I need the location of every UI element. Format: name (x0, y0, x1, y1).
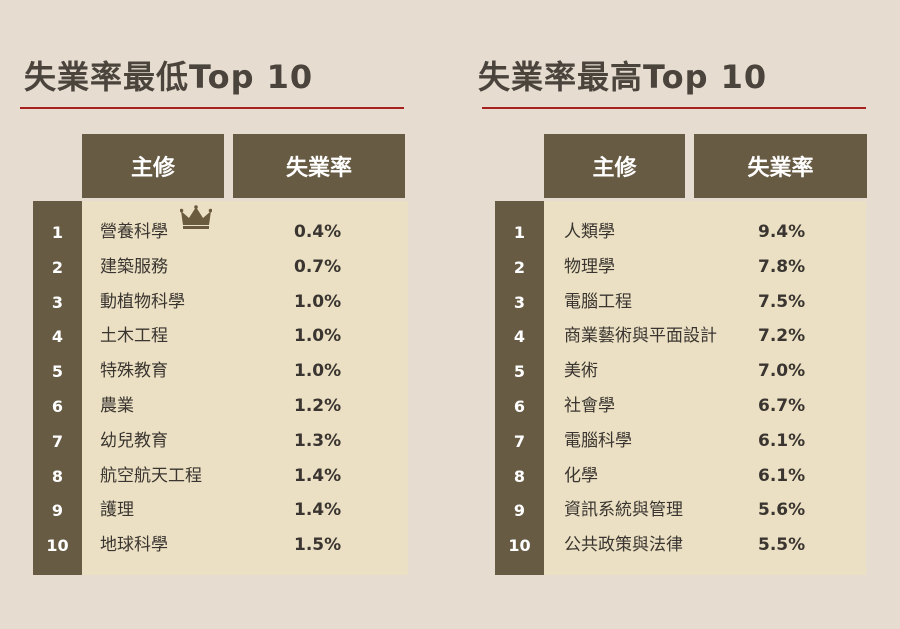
major-name: 營養科學 (100, 222, 168, 242)
rank-number: 2 (51, 257, 64, 277)
unemployment-rate: 6.7% (758, 396, 806, 416)
unemployment-rate: 1.0% (294, 291, 342, 312)
unemployment-rate: 5.5% (758, 535, 806, 556)
rank-number: 5 (51, 362, 64, 382)
unemployment-rate: 5.6% (758, 500, 806, 521)
unemployment-rate: 1.2% (294, 396, 342, 416)
table-row: 7 電腦科學 6.1% (450, 424, 900, 459)
major-name: 土木工程 (100, 326, 168, 347)
unemployment-rate: 0.7% (294, 256, 342, 277)
rank-number: 2 (513, 257, 526, 277)
lowest-unemployment-panel: 失業率最低Top 10 主修 失業率 1 營養科學 0.4% 2 建築服務 0.7% 3 動植… (0, 58, 450, 575)
table-body (82, 201, 408, 575)
major-name: 美術 (564, 361, 598, 382)
unemployment-rate: 1.3% (294, 430, 342, 451)
rank-number: 6 (513, 397, 526, 416)
major-name: 地球科學 (100, 535, 168, 556)
major-name: 護理 (100, 500, 134, 521)
header-major: 主修 (82, 134, 224, 198)
major-name: 特殊教育 (100, 361, 168, 382)
unemployment-rate: 7.8% (758, 256, 806, 277)
major-name: 物理學 (564, 256, 615, 277)
table-row: 1 營養科學 0.4% (0, 215, 450, 250)
unemployment-rate: 1.4% (294, 500, 342, 521)
rank-number: 7 (51, 431, 64, 451)
table-body (544, 201, 866, 575)
table-row: 6 社會學 6.7% (450, 389, 900, 424)
rank-column (495, 201, 544, 575)
table-row: 1 人類學 9.4% (450, 215, 900, 250)
table-row: 3 動植物科學 1.0% (0, 285, 450, 320)
rank-number: 8 (51, 466, 64, 486)
unemployment-rate: 1.0% (294, 361, 342, 382)
rank-number: 10 (508, 536, 531, 556)
unemployment-rate: 1.5% (294, 535, 342, 556)
table-row: 10 地球科學 1.5% (0, 528, 450, 563)
unemployment-rate: 7.5% (758, 291, 806, 312)
rank-number: 8 (513, 466, 526, 486)
table-row: 9 資訊系統與管理 5.6% (450, 493, 900, 528)
rank-column (33, 201, 82, 575)
table-row: 7 幼兒教育 1.3% (0, 424, 450, 459)
header-major: 主修 (544, 134, 685, 198)
major-name: 商業藝術與平面設計 (564, 326, 717, 347)
title-divider (482, 107, 866, 109)
rank-number: 5 (513, 362, 526, 382)
table-row: 4 土木工程 1.0% (0, 319, 450, 354)
major-name: 幼兒教育 (100, 430, 168, 451)
rank-number: 4 (51, 327, 64, 347)
major-name: 資訊系統與管理 (564, 500, 683, 521)
table-row: 2 建築服務 0.7% (0, 250, 450, 285)
title-divider (20, 107, 404, 109)
major-name: 電腦科學 (564, 430, 632, 451)
rank-number: 1 (51, 223, 64, 242)
unemployment-rate: 1.4% (294, 465, 342, 486)
major-name: 公共政策與法律 (564, 535, 683, 556)
unemployment-rate: 6.1% (758, 465, 806, 486)
rank-number: 7 (513, 431, 526, 451)
rank-number: 4 (513, 327, 526, 347)
header-rate: 失業率 (233, 134, 405, 198)
table-row: 10 公共政策與法律 5.5% (450, 528, 900, 563)
unemployment-rate: 7.0% (758, 361, 806, 382)
major-name: 航空航天工程 (100, 465, 202, 486)
crown-icon (180, 205, 212, 229)
rank-number: 6 (51, 397, 64, 416)
rank-number: 10 (46, 536, 69, 556)
unemployment-rate: 0.4% (294, 222, 342, 242)
table-row: 5 美術 7.0% (450, 354, 900, 389)
table-row: 4 商業藝術與平面設計 7.2% (450, 319, 900, 354)
table-row: 2 物理學 7.8% (450, 250, 900, 285)
unemployment-rate: 1.0% (294, 326, 342, 347)
table-row: 9 護理 1.4% (0, 493, 450, 528)
rank-number: 3 (51, 292, 64, 312)
major-name: 人類學 (564, 222, 615, 242)
rank-number: 9 (51, 501, 64, 521)
major-name: 社會學 (564, 396, 615, 416)
table-row: 3 電腦工程 7.5% (450, 285, 900, 320)
unemployment-rate: 6.1% (758, 430, 806, 451)
major-name: 農業 (100, 396, 134, 416)
table-row: 8 航空航天工程 1.4% (0, 459, 450, 494)
unemployment-rate: 9.4% (758, 222, 806, 242)
table-row: 6 農業 1.2% (0, 389, 450, 424)
rank-number: 9 (513, 501, 526, 521)
highest-unemployment-panel: 失業率最高Top 10 主修 失業率 1 人類學 9.4% 2 物理學 7.8% 3 電腦工程… (450, 0, 900, 629)
major-name: 電腦工程 (564, 291, 632, 312)
unemployment-rate: 7.2% (758, 326, 806, 347)
rank-number: 1 (513, 223, 526, 242)
panel-title: 失業率最高Top 10 (478, 58, 768, 96)
panel-title: 失業率最低Top 10 (24, 58, 314, 96)
rank-number: 3 (513, 292, 526, 312)
major-name: 化學 (564, 465, 598, 486)
major-name: 動植物科學 (100, 291, 185, 312)
header-rate: 失業率 (694, 134, 867, 198)
table-row: 5 特殊教育 1.0% (0, 354, 450, 389)
major-name: 建築服務 (100, 256, 168, 277)
table-row: 8 化學 6.1% (450, 459, 900, 494)
